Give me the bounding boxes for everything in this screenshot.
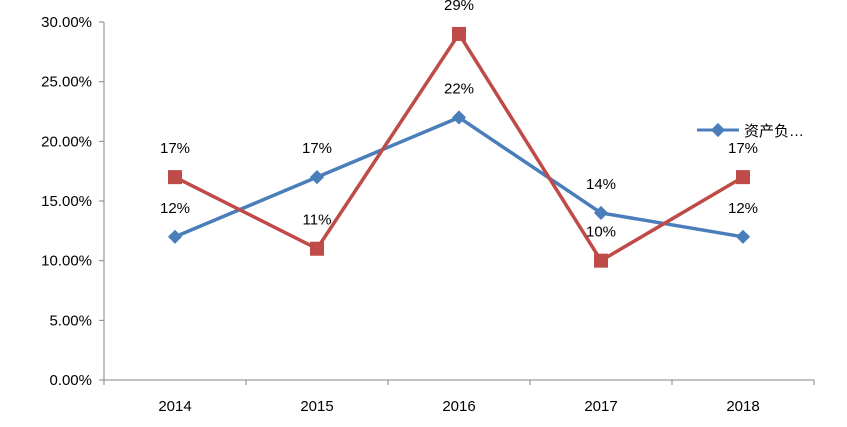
data-label-series-1: 12% — [728, 200, 758, 217]
data-label-series-2: 29% — [444, 0, 474, 14]
data-label-series-2: 11% — [303, 212, 332, 229]
data-point-square — [310, 241, 324, 256]
legend: 资产负… — [697, 122, 804, 140]
x-tick-label: 2014 — [158, 398, 191, 415]
x-tick-label: 2017 — [584, 398, 617, 415]
x-tick-label: 2018 — [726, 398, 759, 415]
y-tick-label: 30.00% — [41, 14, 92, 31]
y-tick-label: 5.00% — [49, 312, 92, 329]
x-ticks: 2014 2015 2016 2017 2018 — [103, 380, 815, 415]
legend-diamond-marker — [710, 122, 726, 138]
data-label-series-1: 22% — [444, 80, 474, 97]
data-label-series-2: 10% — [586, 224, 616, 241]
y-tick-label: 10.00% — [41, 253, 92, 270]
data-point-square — [168, 170, 182, 185]
x-tick-label: 2015 — [300, 398, 333, 415]
data-label-series-1: 14% — [586, 176, 616, 193]
data-label-series-2: 17% — [728, 140, 758, 157]
data-point-square — [452, 26, 466, 41]
data-point-diamond — [451, 110, 467, 125]
y-tick-label: 25.00% — [41, 74, 92, 91]
data-label-series-1: 17% — [302, 140, 332, 157]
y-tick-label: 20.00% — [41, 133, 92, 150]
data-point-square — [594, 253, 608, 268]
data-point-diamond — [309, 170, 325, 185]
data-point-square — [736, 170, 750, 185]
data-point-diamond — [593, 205, 609, 221]
legend-label: 资产负… — [744, 123, 804, 140]
series-layer — [167, 26, 751, 268]
y-tick-label: 15.00% — [41, 193, 92, 210]
data-labels: 12% 17% 22% 14% 12% 17% 11% 29% 10% 17% — [160, 0, 758, 241]
y-tick-label: 0.00% — [49, 372, 92, 389]
y-ticks: 0.00% 5.00% 10.00% 15.00% 20.00% 25.00% 30.00% — [41, 14, 104, 389]
data-label-series-2: 17% — [160, 140, 190, 157]
series-line-2 — [174, 32, 744, 263]
data-point-diamond — [167, 229, 183, 244]
chart-axes — [103, 22, 814, 381]
x-tick-label: 2016 — [442, 398, 475, 415]
data-point-diamond — [735, 229, 751, 244]
data-label-series-1: 12% — [160, 200, 190, 217]
